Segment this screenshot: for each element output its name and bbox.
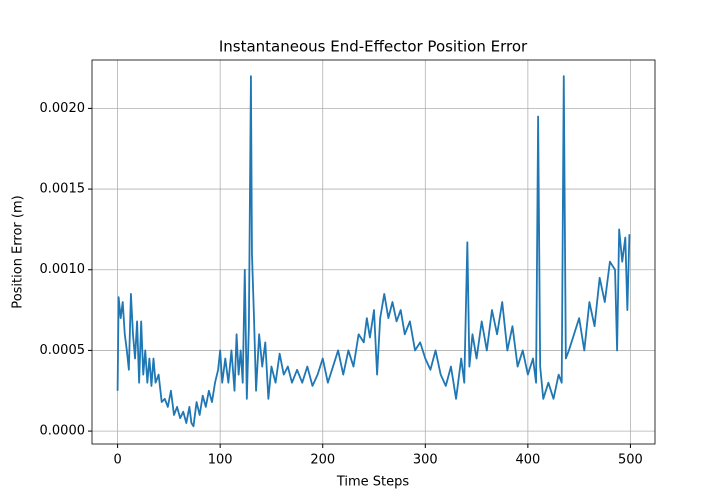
x-tick-label: 0 (113, 453, 121, 468)
y-tick-label: 0.0005 (40, 343, 86, 358)
x-tick-label: 300 (413, 453, 438, 468)
x-axis-label: Time Steps (336, 475, 410, 490)
x-tick-label: 200 (310, 453, 335, 468)
y-tick-label: 0.0010 (40, 262, 86, 277)
plot-frame (91, 59, 656, 445)
y-tick-label: 0.0000 (40, 424, 86, 439)
y-tick-label: 0.0015 (40, 182, 86, 197)
x-tick-label: 100 (208, 453, 233, 468)
x-tick-label: 500 (618, 453, 643, 468)
y-tick-label: 0.0020 (40, 101, 86, 116)
y-axis-label: Position Error (m) (11, 195, 26, 308)
data-line (116, 75, 631, 428)
chart-title: Instantaneous End-Effector Position Erro… (219, 38, 528, 56)
x-tick-label: 400 (515, 453, 540, 468)
